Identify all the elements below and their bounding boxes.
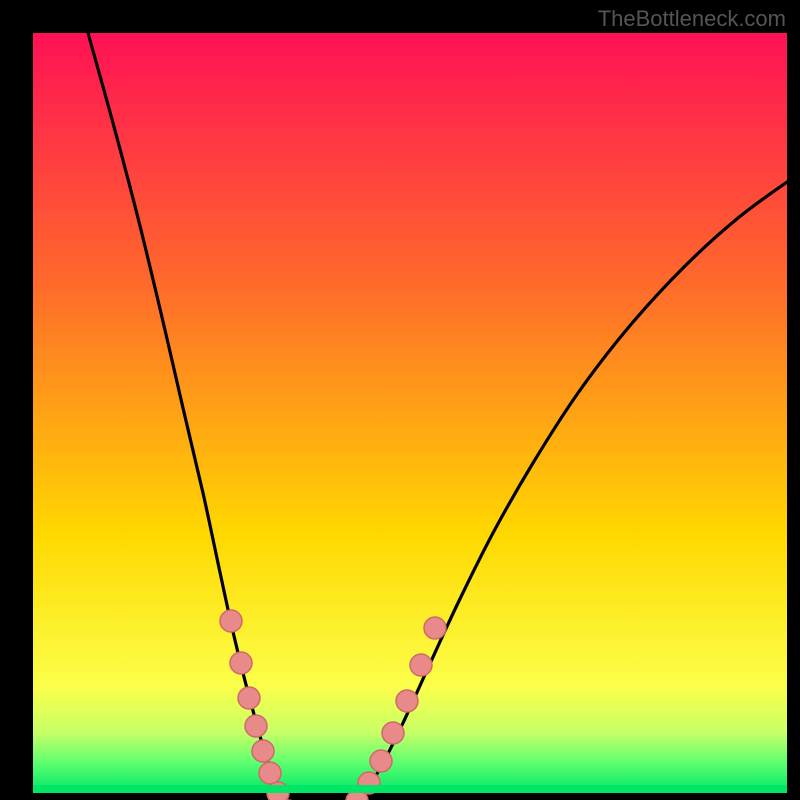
curve-marker [382,722,404,744]
curve-marker [230,652,252,674]
curve-marker [396,690,418,712]
curve-marker [245,715,267,737]
plot-svg-overlay [0,0,800,800]
curve-marker [259,762,281,784]
curve-marker [252,740,274,762]
watermark-text: TheBottleneck.com [598,6,786,32]
curve-marker [410,654,432,676]
markers-group [220,610,446,800]
bottom-green-band [33,785,787,793]
curve-marker [424,617,446,639]
curve-marker [370,750,392,772]
curve-marker [220,610,242,632]
curve-group [88,33,800,800]
curve-marker [238,687,260,709]
bottleneck-curve [88,33,800,800]
